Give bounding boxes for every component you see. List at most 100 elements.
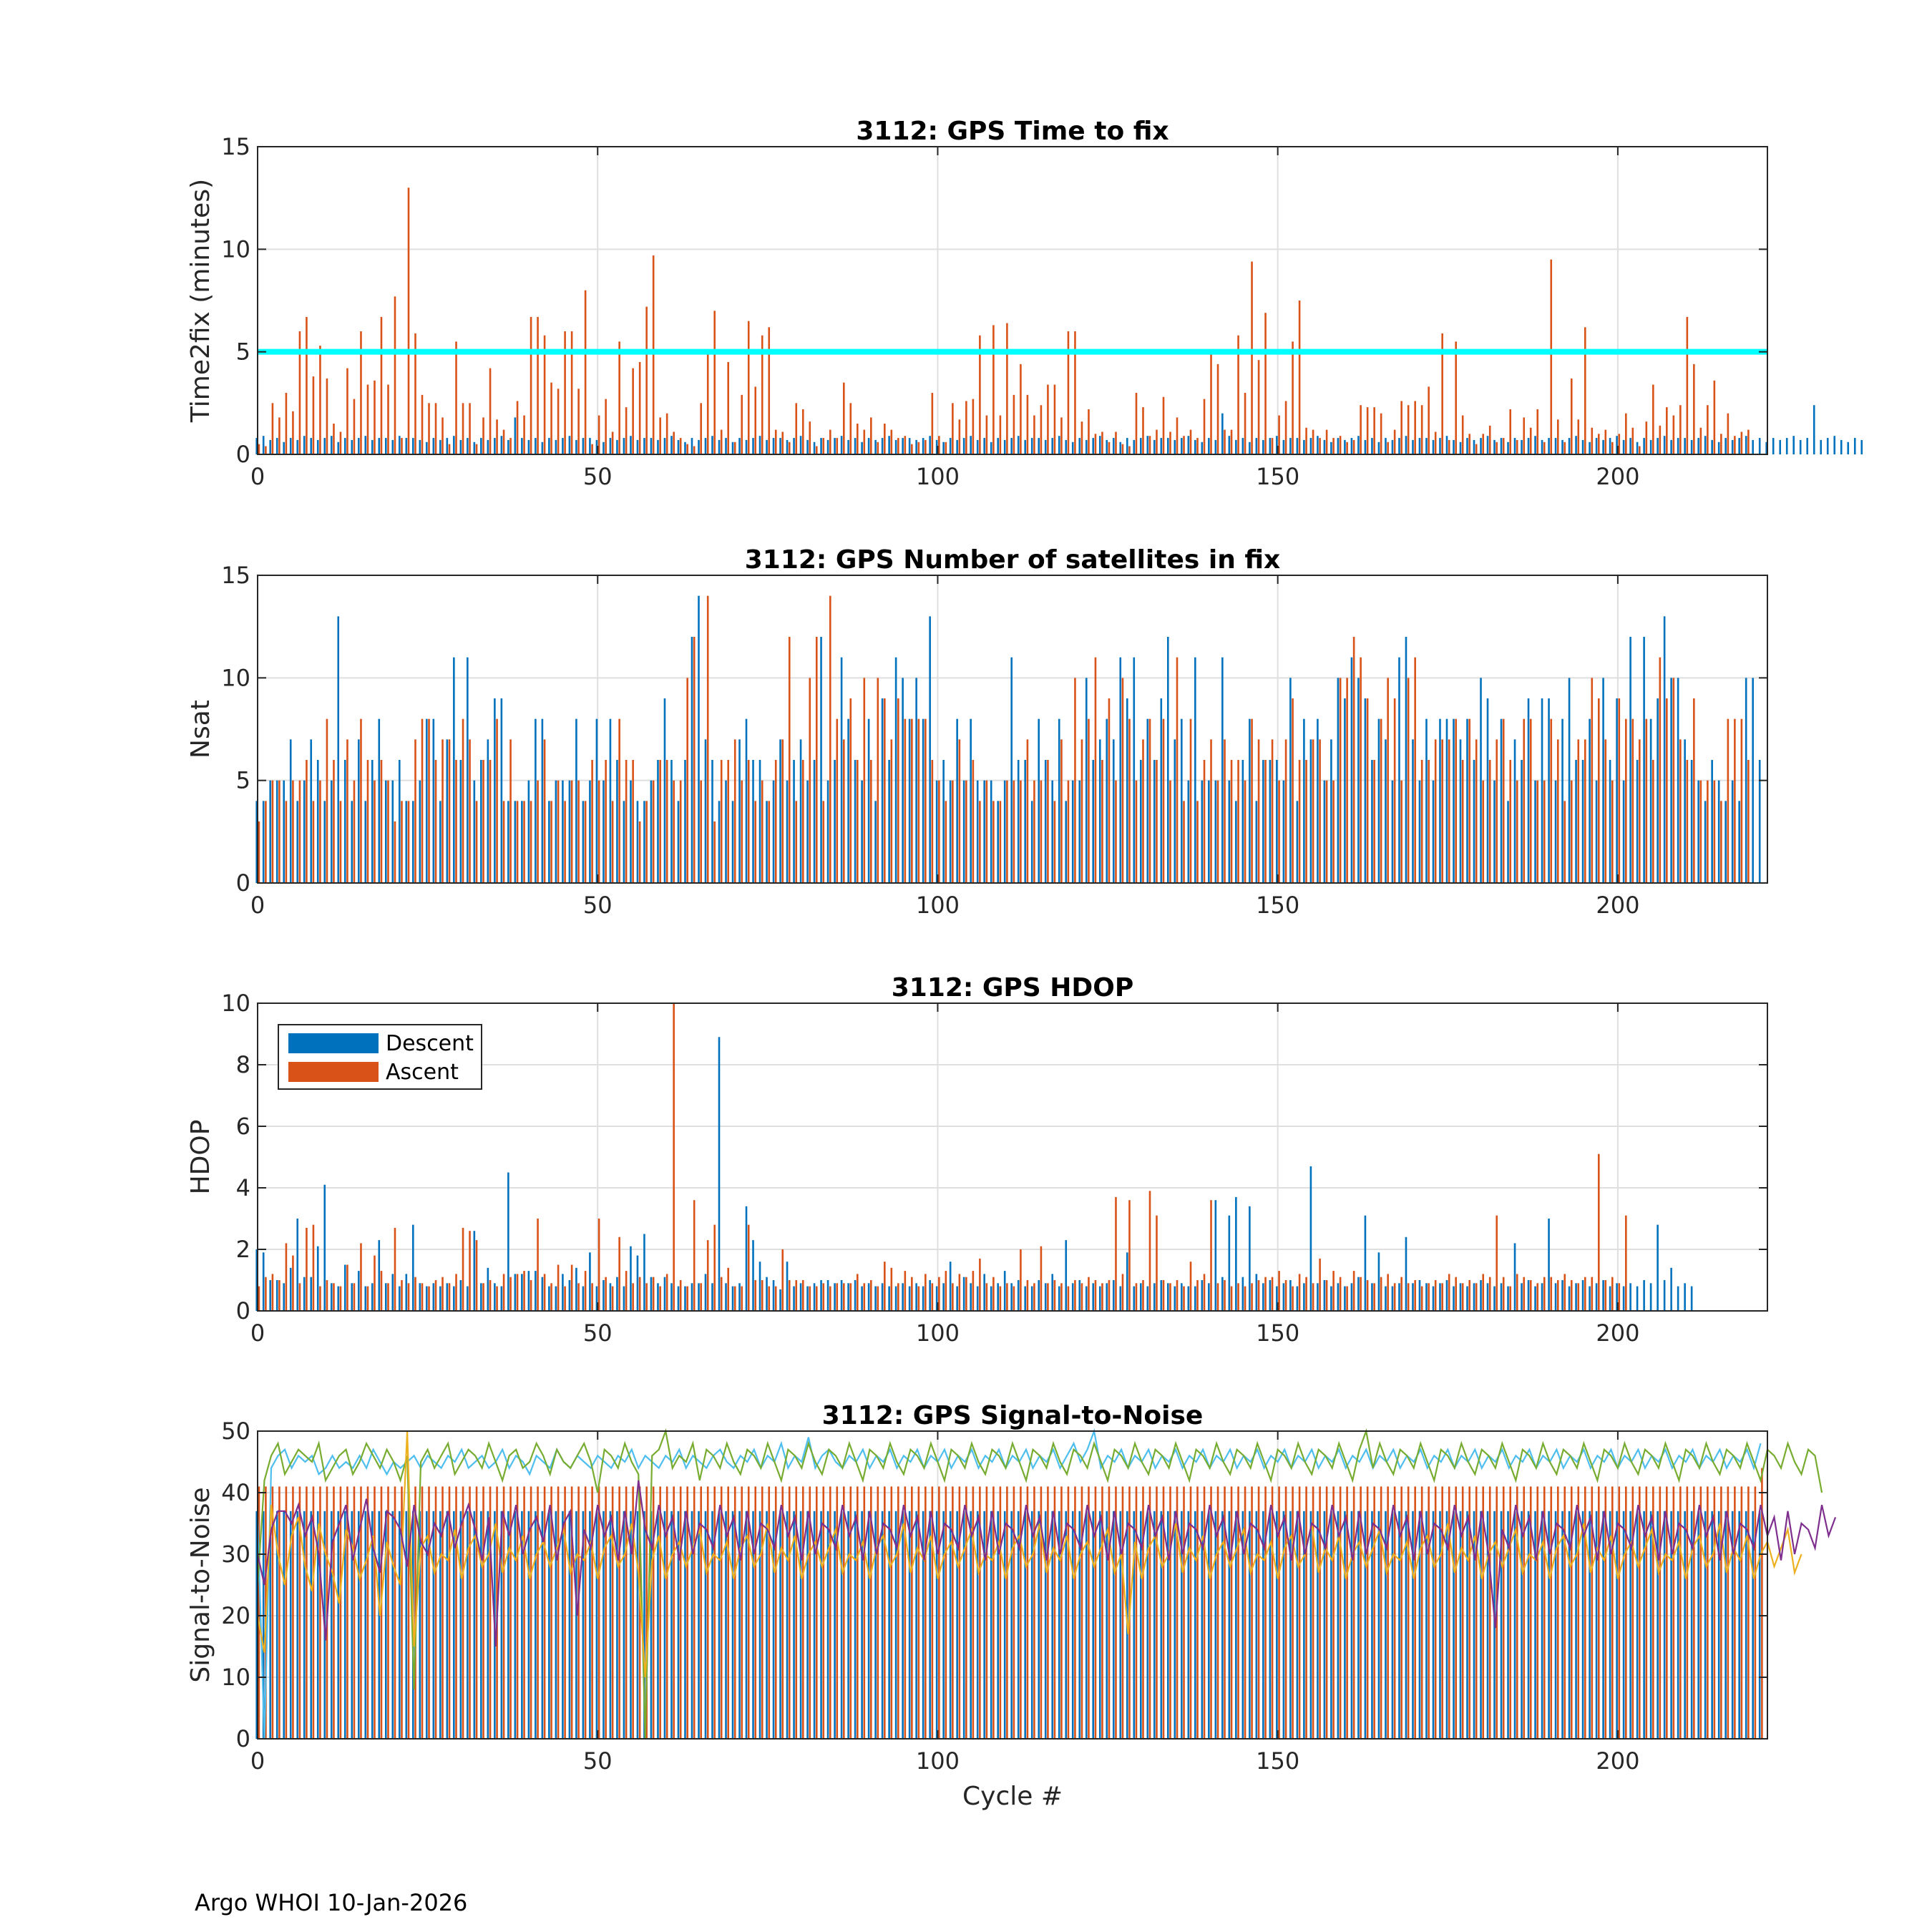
ascent-bar [557,780,560,883]
ascent-bar [632,1283,634,1311]
ascent-bar [665,1274,668,1311]
x-tick-label: 0 [250,892,265,919]
ascent-bar [1625,718,1627,883]
descent-bar [1629,438,1631,454]
descent-bar [1507,1511,1509,1739]
ascent-bar [686,444,688,454]
descent-bar [494,698,496,883]
ascent-bar [1325,1486,1328,1739]
descent-bar [1235,1196,1237,1311]
ascent-bar [700,403,702,454]
ascent-bar [1448,1486,1450,1739]
descent-bar [1657,1224,1659,1311]
descent-bar [275,780,278,883]
ascent-bar [1679,1486,1682,1739]
ascent-bar [462,718,464,883]
ascent-bar [761,1280,763,1311]
ascent-bar [597,415,600,454]
descent-bar [670,760,673,883]
ascent-bar [1080,1486,1083,1739]
ascent-bar [1224,739,1226,883]
descent-bar [1432,1286,1435,1311]
ascent-bar [387,1283,389,1311]
ascent-bar [605,399,607,454]
ascent-bar [1625,1486,1627,1739]
ascent-bar [761,1486,763,1739]
ascent-bar [298,1486,301,1739]
ascent-bar [1441,1486,1443,1739]
x-tick-label: 200 [1596,463,1639,490]
descent-bar [704,438,707,454]
ascent-bar [1523,718,1526,883]
ascent-bar [679,1280,682,1311]
descent-bar [1643,637,1645,883]
ascent-bar [809,421,811,454]
descent-bar [1044,760,1047,883]
descent-bar [1153,1283,1156,1311]
descent-bar [426,1286,428,1311]
ascent-bar [911,444,913,454]
descent-bar [371,1511,374,1739]
descent-bar [1044,1283,1047,1311]
descent-bar [745,718,748,883]
ascent-bar [353,399,356,454]
ascent-bar [298,1283,301,1311]
descent-bar [521,438,523,454]
descent-bar [589,1252,591,1311]
ascent-bar [1156,429,1158,454]
descent-bar [1201,1280,1204,1311]
descent-bar [1309,1166,1312,1311]
descent-bar [521,1274,523,1311]
ascent-bar [727,1486,730,1739]
descent-bar [602,1511,605,1739]
ascent-bar [863,1283,866,1311]
ascent-bar [1604,739,1607,883]
descent-bar [1670,439,1672,454]
ascent-bar [911,1486,913,1739]
ascent-bar [904,718,907,883]
descent-bar [698,1283,700,1311]
ascent-bar [652,1277,655,1311]
descent-bar [1139,1283,1142,1311]
descent-bar [412,438,414,454]
descent-bar [1269,1511,1272,1739]
ascent-bar [1727,413,1729,454]
descent-bar [1038,1280,1040,1311]
ascent-bar [720,1486,723,1739]
ascent-bar [1502,718,1505,883]
descent-bar [752,760,754,883]
descent-bar [514,801,517,883]
ascent-bar [1516,1486,1518,1739]
ascent-bar [1210,1486,1212,1739]
ascent-bar [842,739,845,883]
ascent-bar [1020,780,1022,883]
descent-bar [1167,1511,1169,1739]
ascent-bar [1216,1283,1219,1311]
descent-bar [1480,678,1482,883]
plot-area [258,1003,1767,1311]
ascent-bar [1169,1283,1171,1311]
ascent-bar [679,1486,682,1739]
ascent-bar [1189,718,1192,883]
ascent-bar [836,1486,839,1739]
ascent-bar [768,1486,771,1739]
descent-bar [657,1511,659,1739]
ascent-bar [1611,1486,1614,1739]
descent-bar [1153,1511,1156,1739]
descent-bar [555,1511,557,1739]
ascent-bar [537,1219,539,1311]
ascent-bar [1156,760,1158,883]
y-tick-label: 40 [221,1479,250,1506]
ascent-bar [754,1280,757,1311]
ascent-bar [1088,718,1090,883]
ascent-bar [720,1277,723,1311]
ascent-bar [394,821,396,883]
ascent-bar [1325,429,1328,454]
descent-bar [623,438,625,454]
ascent-bar [863,429,866,454]
descent-bar [1534,436,1536,454]
ascent-bar [700,780,702,883]
descent-bar [255,438,258,454]
ascent-bar [1645,718,1648,883]
descent-bar [609,718,612,883]
